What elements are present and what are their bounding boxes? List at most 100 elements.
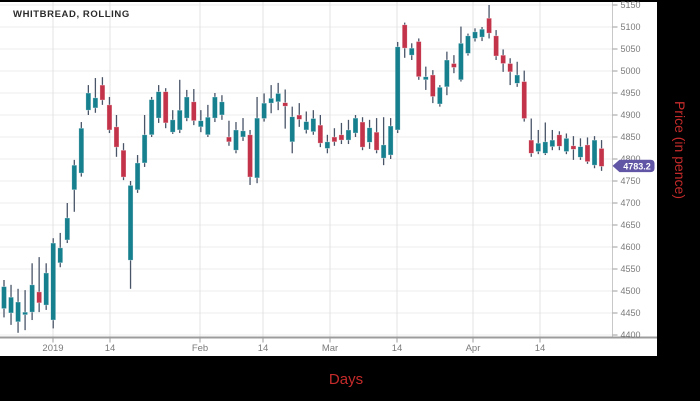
candle-up bbox=[366, 127, 373, 143]
candle-up bbox=[92, 97, 99, 109]
y-tick-label: 4900 bbox=[621, 110, 641, 120]
candle-down bbox=[451, 63, 457, 68]
candle-up bbox=[183, 96, 190, 119]
candle-up bbox=[542, 141, 549, 154]
candles bbox=[1, 5, 605, 333]
candle-down bbox=[113, 126, 120, 148]
y-tick-label: 5150 bbox=[621, 0, 641, 10]
y-tick-label: 5100 bbox=[621, 22, 641, 32]
candle-down bbox=[282, 102, 289, 107]
last-price-value: 4783.2 bbox=[623, 161, 651, 171]
candle-down bbox=[338, 134, 345, 141]
candle-down bbox=[584, 144, 591, 162]
candle-up bbox=[15, 301, 21, 323]
x-tick-label: 14 bbox=[535, 343, 546, 354]
candle-down bbox=[493, 35, 499, 57]
candle-up bbox=[303, 121, 310, 131]
candle-up bbox=[387, 125, 394, 156]
candle-up bbox=[212, 96, 218, 119]
candle-down bbox=[36, 291, 42, 304]
candle-up bbox=[240, 130, 246, 138]
chart-title: WHITBREAD, ROLLING bbox=[13, 9, 130, 20]
x-tick-label: 14 bbox=[258, 343, 269, 354]
candle-up bbox=[345, 129, 352, 141]
candle-down bbox=[162, 91, 169, 124]
candle-down bbox=[486, 17, 492, 34]
candle-up bbox=[310, 118, 317, 133]
candle-up bbox=[22, 311, 28, 316]
y-tick-label: 4650 bbox=[621, 220, 641, 230]
candle-up bbox=[479, 28, 485, 38]
x-tick-label: Mar bbox=[322, 343, 338, 354]
candle-up bbox=[437, 86, 443, 105]
candle-up bbox=[233, 129, 239, 151]
candle-down bbox=[106, 104, 113, 131]
x-axis-title: Days bbox=[328, 371, 364, 388]
candle-up bbox=[50, 242, 57, 321]
candle-down bbox=[500, 54, 506, 64]
candle-down bbox=[373, 131, 380, 151]
candle-up bbox=[591, 139, 598, 166]
candle-up bbox=[71, 164, 78, 191]
candle-up bbox=[64, 217, 71, 241]
candle-up bbox=[254, 117, 260, 179]
candle-up bbox=[57, 247, 64, 264]
candle-up bbox=[472, 31, 478, 39]
candle-up bbox=[148, 99, 155, 136]
candle-up bbox=[514, 74, 520, 84]
candle-up bbox=[549, 139, 556, 147]
horizontal-gridlines bbox=[0, 4, 613, 336]
candle-down bbox=[296, 114, 303, 120]
candle-up bbox=[134, 162, 141, 191]
y-tick-label: 4400 bbox=[621, 330, 641, 340]
candle-up bbox=[219, 101, 225, 116]
candle-down bbox=[401, 24, 408, 49]
candle-up bbox=[1, 286, 7, 309]
candle-down bbox=[359, 121, 366, 148]
x-tick-label: Apr bbox=[466, 343, 481, 354]
candle-down bbox=[99, 84, 106, 101]
candle-up bbox=[275, 93, 281, 103]
candle-down bbox=[507, 63, 513, 73]
candle-up bbox=[43, 272, 49, 306]
x-tick-label: 2019 bbox=[42, 343, 63, 354]
candle-down bbox=[317, 124, 324, 144]
y-tick-label: 4750 bbox=[621, 176, 641, 186]
y-axis-title: Price (in pence) bbox=[672, 100, 688, 200]
candle-down bbox=[570, 145, 577, 150]
candle-up bbox=[205, 116, 211, 136]
candle-down bbox=[331, 136, 338, 143]
candle-down bbox=[191, 101, 197, 122]
candle-up bbox=[324, 141, 331, 149]
candle-up bbox=[85, 92, 92, 111]
candle-up bbox=[458, 42, 464, 81]
candle-up bbox=[422, 76, 429, 81]
y-tick-label: 4550 bbox=[621, 264, 641, 274]
tick-labels: 5150 5100 5050 5000 4950 4900 4850 4800 4750 4700… bbox=[42, 0, 640, 354]
candle-up bbox=[577, 146, 584, 158]
x-tick-label: 14 bbox=[105, 343, 116, 354]
y-tick-label: 5000 bbox=[621, 66, 641, 76]
y-tick-label: 4700 bbox=[621, 198, 641, 208]
candle-up bbox=[535, 142, 542, 152]
vertical-gridlines bbox=[52, 2, 541, 338]
y-tick-label: 5050 bbox=[621, 44, 641, 54]
candle-down bbox=[247, 134, 253, 178]
candle-up bbox=[78, 127, 85, 174]
candle-up bbox=[169, 119, 176, 133]
candle-up bbox=[465, 35, 471, 54]
candle-up bbox=[268, 97, 274, 104]
candle-down bbox=[556, 134, 563, 147]
candle-up bbox=[155, 91, 162, 119]
candle-down bbox=[415, 41, 422, 78]
candle-up bbox=[8, 296, 14, 314]
candle-down bbox=[430, 74, 436, 97]
candle-up bbox=[29, 284, 35, 313]
candle-up bbox=[394, 46, 401, 131]
y-tick-label: 4500 bbox=[621, 286, 641, 296]
y-tick-label: 4450 bbox=[621, 308, 641, 318]
candle-up bbox=[444, 59, 450, 88]
y-tick-label: 4800 bbox=[621, 154, 641, 164]
x-tick-label: 14 bbox=[392, 343, 403, 354]
